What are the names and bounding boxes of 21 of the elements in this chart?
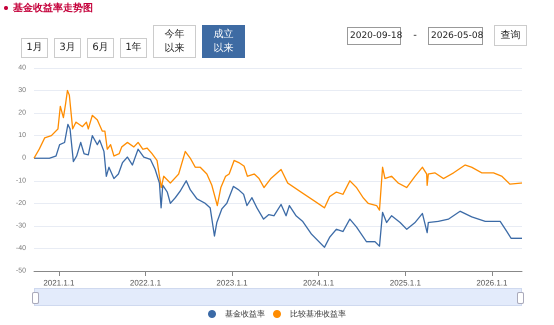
button: 3月: [54, 38, 81, 58]
button: 6月: [87, 38, 114, 58]
legend-label: 基金收益率: [225, 310, 265, 318]
text: -: [412, 29, 418, 43]
x-tick-label: 2021.1.1: [43, 278, 76, 288]
legend-label: 比较基准收益率: [290, 310, 346, 318]
button: 查询: [494, 25, 527, 46]
x-tick-label: 2025.1.1: [390, 278, 422, 288]
chart-title: 基金收益率走势图: [13, 1, 93, 15]
x-tick-label: 2026.1.1: [476, 278, 508, 288]
x-tick-label: 2022.1.1: [130, 278, 162, 288]
x-tick-label: 2024.1.1: [302, 278, 335, 288]
x-tick-label: 2023.1.1: [216, 278, 248, 288]
button: 1年: [120, 38, 147, 58]
button: 1月: [21, 38, 48, 58]
button: 今年以来: [153, 25, 196, 58]
date-field: 2020-09-18: [347, 27, 401, 45]
line-series: [33, 124, 523, 248]
line-series: [33, 90, 523, 211]
date-field: 2026-05-08: [428, 27, 483, 45]
button: 成立以来: [202, 25, 245, 58]
